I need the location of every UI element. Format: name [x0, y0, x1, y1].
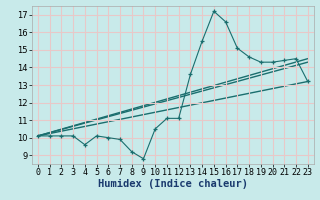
X-axis label: Humidex (Indice chaleur): Humidex (Indice chaleur) — [98, 179, 248, 189]
